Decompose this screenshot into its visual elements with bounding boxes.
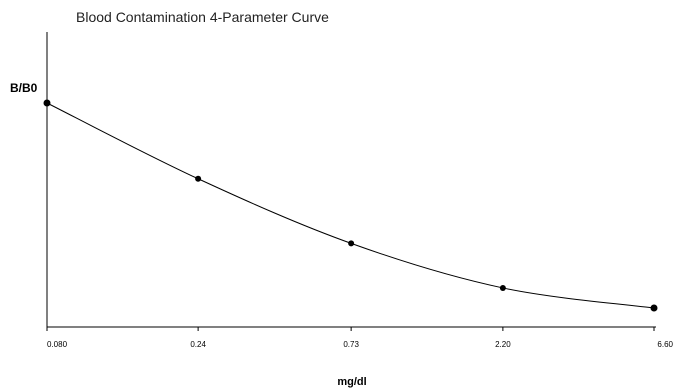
data-point bbox=[195, 175, 202, 182]
data-point bbox=[43, 99, 51, 107]
data-points bbox=[43, 99, 658, 312]
data-point bbox=[650, 304, 658, 312]
x-tick-label: 0.73 bbox=[343, 340, 359, 349]
fit-curve bbox=[46, 102, 655, 309]
y-axis-label: B/B0 bbox=[10, 81, 38, 95]
x-tick-label: 0.080 bbox=[47, 340, 68, 349]
chart-title: Blood Contamination 4-Parameter Curve bbox=[76, 9, 329, 25]
x-tick-label: 6.60 bbox=[657, 340, 673, 349]
data-point bbox=[499, 284, 506, 291]
x-tick-label: 0.24 bbox=[190, 340, 206, 349]
x-axis-label: mg/dl bbox=[337, 376, 366, 388]
x-tick-label: 2.20 bbox=[495, 340, 511, 349]
data-point bbox=[348, 240, 355, 247]
x-axis-ticks: 0.080 0.24 0.73 2.20 6.60 bbox=[46, 327, 673, 349]
